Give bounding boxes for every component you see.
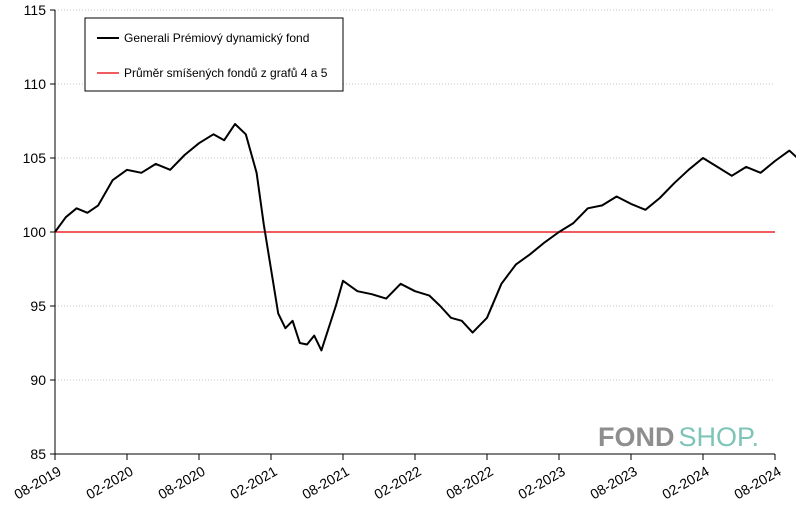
y-tick-label: 100 (23, 224, 47, 240)
x-tick-label: 02-2023 (515, 463, 568, 503)
x-tick-label: 08-2020 (155, 463, 208, 503)
y-tick-label: 105 (23, 150, 47, 166)
x-tick-label: 08-2021 (299, 463, 352, 503)
legend-label-fund: Generali Prémiový dynamický fond (124, 31, 309, 45)
y-tick-label: 85 (30, 446, 46, 462)
y-tick-label: 110 (24, 76, 47, 92)
legend-label-average: Průměr smíšených fondů z grafů 4 a 5 (124, 66, 328, 80)
logo-text-fond: FOND (598, 422, 675, 452)
x-tick-label: 08-2024 (731, 463, 784, 503)
x-tick-label: 02-2020 (83, 463, 136, 503)
y-axis-ticks: 85 90 95 100 105 110 115 (23, 2, 55, 462)
x-tick-label: 02-2024 (659, 463, 712, 503)
y-tick-label: 90 (30, 372, 46, 388)
x-tick-label: 08-2019 (11, 463, 64, 503)
x-axis-ticks: 08-2019 02-2020 08-2020 02-2021 08-2021 02-20… (11, 454, 784, 502)
fondshop-logo: FOND SHOP. (598, 422, 759, 452)
fund-line (54, 123, 796, 352)
y-tick-label: 115 (24, 2, 47, 18)
x-tick-label: 02-2021 (227, 463, 280, 503)
x-tick-label: 08-2022 (443, 463, 496, 503)
logo-text-shop: SHOP (679, 422, 755, 452)
legend-box (84, 17, 344, 92)
x-tick-label: 02-2022 (371, 463, 424, 503)
x-tick-label: 08-2023 (587, 463, 640, 503)
logo-text-dot: . (752, 422, 760, 452)
legend: Generali Prémiový dynamický fond Průměr … (84, 17, 344, 92)
y-tick-label: 95 (30, 298, 46, 314)
